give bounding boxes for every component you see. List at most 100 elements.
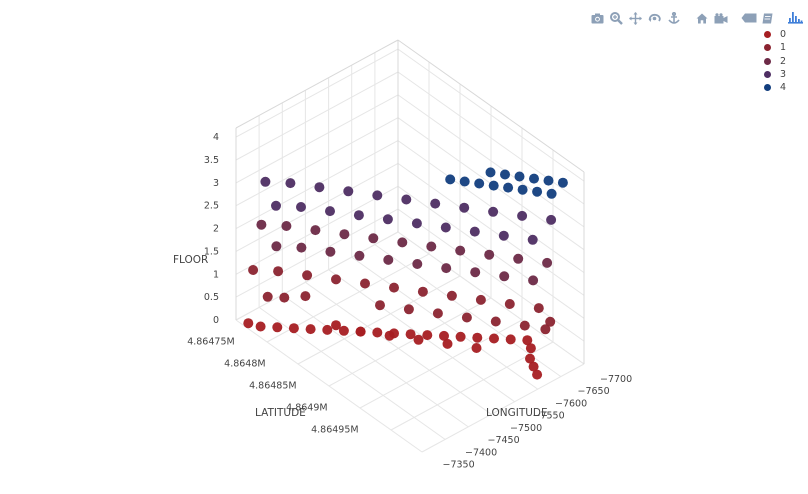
point-floor-0 xyxy=(338,325,349,336)
wall-gridline xyxy=(397,48,585,182)
point-floor-2 xyxy=(383,254,394,265)
wall-gridline xyxy=(397,140,585,274)
wall-gridline xyxy=(235,231,399,321)
point-floor-2 xyxy=(455,245,466,256)
point-floor-2 xyxy=(325,246,336,257)
point-floor-0 xyxy=(305,324,316,335)
wall-gridline xyxy=(235,94,399,184)
home-icon xyxy=(696,13,707,23)
point-floor-1 xyxy=(446,290,457,301)
y-tick-label: −7400 xyxy=(465,447,497,458)
point-floor-0 xyxy=(272,322,283,333)
point-floor-3 xyxy=(459,202,470,213)
z-tick-label: 0 xyxy=(213,315,219,326)
point-floor-0 xyxy=(522,335,533,346)
z-tick-label: 1.5 xyxy=(204,246,219,257)
floor-gridline xyxy=(305,281,492,415)
floor-gridline xyxy=(258,306,446,440)
point-floor-2 xyxy=(441,263,452,274)
point-floor-3 xyxy=(401,194,412,205)
z-tick-label: 3 xyxy=(213,178,219,189)
reset-view-button[interactable] xyxy=(692,8,711,28)
point-floor-2 xyxy=(542,257,553,268)
turntable-icon xyxy=(667,11,680,24)
point-floor-1 xyxy=(545,316,556,327)
point-floor-0 xyxy=(472,332,483,343)
pan-button[interactable] xyxy=(626,8,645,28)
y-tick-label: −7450 xyxy=(488,435,520,446)
wall-gridline xyxy=(235,71,399,161)
download-plot-button[interactable] xyxy=(588,8,607,28)
point-floor-2 xyxy=(271,241,282,252)
turntable-button[interactable] xyxy=(664,8,683,28)
zoom-button[interactable] xyxy=(607,8,626,28)
wall-gridline xyxy=(235,208,399,298)
point-floor-2 xyxy=(528,275,539,286)
point-floor-1 xyxy=(248,265,259,275)
point-floor-1 xyxy=(262,291,273,302)
point-floor-1 xyxy=(300,291,311,302)
point-floor-2 xyxy=(354,250,365,261)
legend-item-0[interactable]: 0 xyxy=(760,28,804,41)
point-floor-2 xyxy=(296,242,307,253)
legend-item-3[interactable]: 3 xyxy=(760,68,804,81)
point-floor-0 xyxy=(442,338,453,349)
spikelines-button[interactable] xyxy=(758,8,777,28)
camera-icon xyxy=(591,13,604,23)
point-floor-4 xyxy=(485,167,496,178)
point-floor-0 xyxy=(525,353,535,364)
point-floor-3 xyxy=(440,222,451,233)
point-floor-4 xyxy=(532,186,543,197)
point-floor-1 xyxy=(302,270,313,281)
floor-gridline xyxy=(351,256,538,390)
legend-item-2[interactable]: 2 xyxy=(760,55,804,68)
point-floor-2 xyxy=(256,219,267,230)
point-floor-3 xyxy=(498,230,509,241)
point-floor-1 xyxy=(403,304,414,315)
point-floor-4 xyxy=(517,184,528,195)
point-floor-0 xyxy=(489,333,499,344)
plotly-logo-link[interactable] xyxy=(786,8,805,28)
legend-marker xyxy=(764,84,771,92)
point-floor-3 xyxy=(411,218,422,229)
point-floor-4 xyxy=(529,173,539,184)
y-tick-label: −7700 xyxy=(600,374,632,385)
y-tick-label: −7500 xyxy=(510,423,542,434)
point-floor-2 xyxy=(397,237,408,248)
legend-marker xyxy=(764,44,771,52)
point-floor-3 xyxy=(296,202,306,212)
z-tick-label: 3.5 xyxy=(204,155,219,166)
orbit-button[interactable] xyxy=(645,8,664,28)
legend-item-4[interactable]: 4 xyxy=(760,81,804,94)
point-floor-0 xyxy=(255,321,266,332)
point-floor-2 xyxy=(281,221,292,231)
y-tick-label: −7350 xyxy=(443,460,475,471)
point-floor-2 xyxy=(499,271,510,282)
point-floor-0 xyxy=(471,343,482,353)
pan-icon xyxy=(629,11,642,25)
point-floor-1 xyxy=(432,308,443,319)
x-tick-label: 4.86485M xyxy=(249,380,296,391)
hover-toggle-button[interactable] xyxy=(739,8,758,28)
last-save-view-button[interactable] xyxy=(711,8,730,28)
legend-label: 1 xyxy=(780,42,787,54)
point-floor-1 xyxy=(417,286,428,297)
floor-gridline xyxy=(328,297,492,387)
point-floor-1 xyxy=(461,312,472,323)
wall-gridline xyxy=(397,94,585,228)
point-floor-0 xyxy=(413,334,424,345)
point-floor-3 xyxy=(285,178,296,189)
point-floor-0 xyxy=(525,343,536,354)
modebar xyxy=(588,8,805,28)
z-tick-label: 0.5 xyxy=(204,292,219,303)
x-tick-label: 4.8649M xyxy=(286,402,327,413)
point-floor-2 xyxy=(470,267,481,278)
point-floor-0 xyxy=(322,324,333,335)
legend-item-1[interactable]: 1 xyxy=(760,41,804,54)
point-floor-3 xyxy=(372,190,383,201)
point-floor-2 xyxy=(513,253,524,264)
point-floor-3 xyxy=(382,214,393,225)
x-tick-label: 4.86475M xyxy=(187,336,234,347)
